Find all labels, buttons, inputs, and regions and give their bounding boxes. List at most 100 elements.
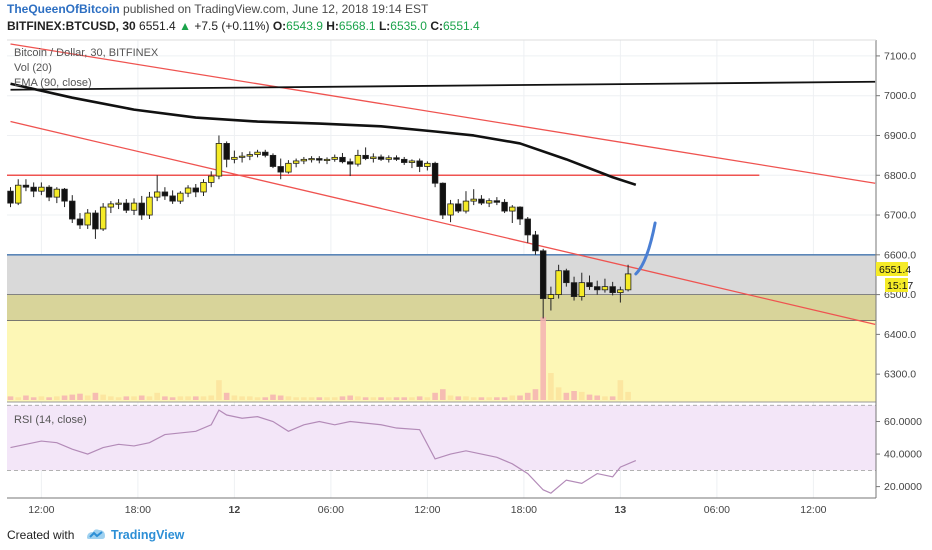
candle-body (22, 184, 30, 188)
time-tick-label: 12:00 (414, 504, 440, 516)
candle-body (177, 192, 184, 202)
volume-bar (15, 397, 22, 400)
volume-bar (578, 391, 585, 400)
candle-body (300, 158, 308, 162)
rsi-tick-label: 20.0000 (884, 481, 922, 493)
candle-body (609, 286, 616, 294)
candle-body (462, 200, 470, 212)
volume-bar (524, 392, 531, 400)
price-tick-label: 7100.0 (884, 50, 916, 62)
time-tick-label: 06:00 (704, 504, 730, 516)
volume-bar (192, 396, 199, 400)
price-tick-label: 6800.0 (884, 170, 916, 182)
volume-bar (463, 396, 469, 400)
price-tick-label: 6500.0 (884, 289, 916, 301)
candle-body (478, 198, 485, 204)
last-price-marker (876, 262, 908, 276)
candle-body (99, 206, 107, 230)
volume-bar (162, 396, 168, 400)
candle-body (15, 184, 22, 204)
volume-bar (77, 393, 83, 400)
rsi-tick-label: 60.0000 (884, 416, 922, 428)
zones (7, 254, 876, 402)
volume-bar (316, 397, 323, 400)
volume-bar (393, 397, 400, 400)
volume-bar (131, 396, 137, 400)
time-tick-label: 18:00 (511, 504, 537, 516)
axes: 12:00 18:00 12 06:00 12:00 18:00 13 06:00 12:00 7… (7, 39, 922, 516)
candle-body (493, 200, 501, 203)
volume-bar (46, 397, 52, 400)
volume-bar (517, 395, 523, 400)
legend-rsi: RSI (14, close) (14, 414, 87, 426)
candle-body (115, 202, 122, 205)
candle-body (53, 188, 61, 198)
candle-body (254, 151, 261, 155)
volume-bar (509, 395, 516, 400)
price-tick-label: 6700.0 (884, 210, 916, 222)
volume-bar (108, 396, 114, 400)
tradingview-logo-icon[interactable] (84, 526, 108, 542)
tradingview-brand[interactable]: TradingView (111, 528, 185, 542)
candle-body (393, 157, 400, 160)
volume-bar (455, 396, 462, 400)
candle-body (169, 195, 176, 202)
footer: Created with TradingView (0, 521, 932, 550)
author-name[interactable]: TheQueenOfBitcoin (7, 2, 120, 16)
volume-bar (609, 396, 616, 400)
candle-body (269, 154, 277, 167)
candle-body (76, 218, 84, 226)
price-chart[interactable]: 12:00 18:00 12 06:00 12:00 18:00 13 06:00 12:00 7… (0, 0, 932, 521)
low-key: L: (378, 19, 391, 33)
low-value: 6535.0 (390, 19, 427, 33)
volume-bar (146, 396, 153, 400)
volume-bar (625, 391, 631, 400)
trendline (10, 120, 876, 326)
price-change: +7.5 (+0.11%) (194, 19, 270, 33)
volume-bar (200, 396, 207, 400)
drawn-lines[interactable] (7, 43, 876, 326)
symbol-label[interactable]: BITFINEX:BTCUSD, 30 (7, 19, 136, 33)
volume-bar (100, 394, 106, 400)
rsi-line (10, 409, 637, 494)
trendline (10, 80, 876, 91)
candle-body (200, 182, 207, 193)
legend-volume: Vol (20) (14, 62, 52, 74)
price-tick-label: 6900.0 (884, 130, 916, 142)
rsi-band (7, 405, 876, 471)
candle-body (138, 202, 145, 216)
volume-bar (38, 396, 45, 400)
rsi-tick-label: 40.0000 (884, 449, 922, 461)
candle-body (601, 286, 609, 291)
volume-bar (293, 397, 299, 400)
volume-bar (385, 397, 392, 400)
candle-body (277, 166, 284, 173)
last-price: 6551.4 (139, 19, 176, 33)
volume-bar (416, 396, 423, 400)
volume-bar (478, 397, 485, 400)
candle-body (92, 212, 99, 230)
volume-bar (169, 397, 176, 400)
volume-bar (185, 396, 191, 400)
candles (7, 135, 632, 319)
candle-body (377, 156, 385, 160)
candle-body (447, 203, 454, 216)
volume-bar (247, 396, 253, 400)
candle-body (30, 186, 37, 192)
price-zone (7, 254, 876, 295)
price-tick-label: 7000.0 (884, 90, 916, 102)
candle-body (192, 187, 199, 193)
volume-bar (355, 396, 361, 400)
volume-bar (324, 397, 330, 400)
up-arrow-icon: ▲ (179, 19, 191, 33)
candle-body (331, 156, 338, 160)
volume-bar (54, 396, 60, 400)
volume-bar (216, 380, 222, 400)
volume-bar (571, 391, 577, 400)
volume-bar (540, 317, 546, 400)
chart-header: TheQueenOfBitcoin published on TradingVi… (0, 0, 932, 40)
candle-body (262, 151, 269, 156)
volume-bar (563, 392, 570, 400)
candle-body (161, 191, 169, 197)
countdown-label: 15:17 (887, 280, 913, 292)
